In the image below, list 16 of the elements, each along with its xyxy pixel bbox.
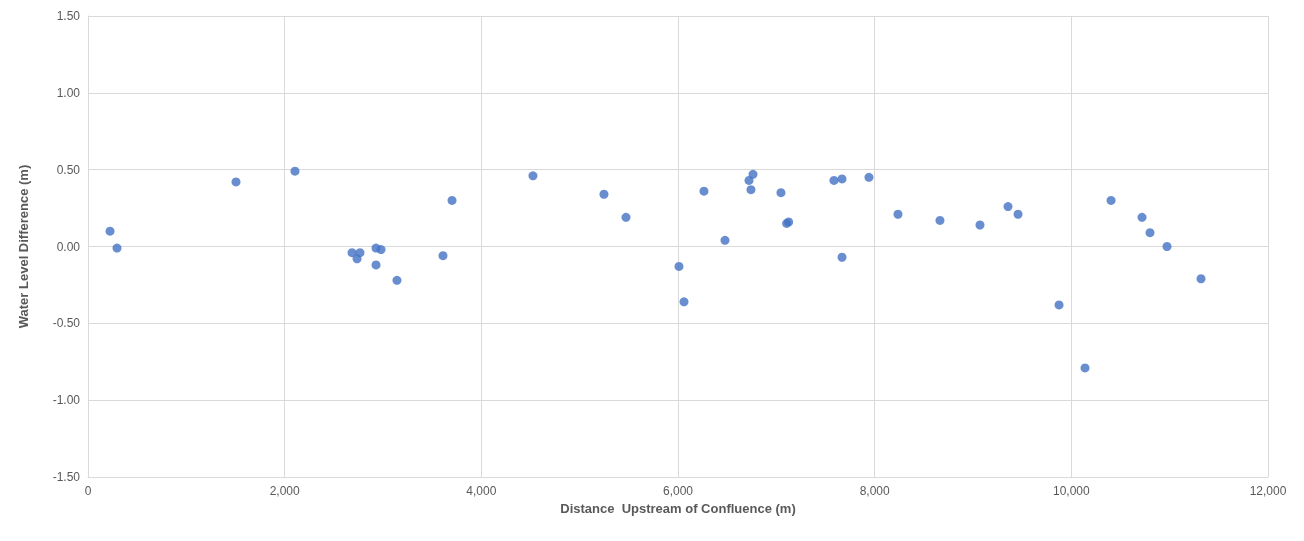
x-tick-label: 0 bbox=[84, 484, 92, 498]
y-tick-label: 0.00 bbox=[56, 239, 81, 254]
y-tick-label: 1.00 bbox=[56, 85, 81, 100]
x-tick-label: 12,000 bbox=[1249, 484, 1287, 498]
x-tick-label: 6,000 bbox=[662, 484, 694, 498]
x-tick-label: 8,000 bbox=[859, 484, 891, 498]
x-tick-label: 4,000 bbox=[466, 484, 497, 498]
x-tick-label: 10,000 bbox=[1052, 484, 1091, 498]
y-tick-label: 1.50 bbox=[56, 9, 81, 23]
y-axis-title: Water Level Difference (m) bbox=[16, 164, 31, 329]
y-tick-label: -1.00 bbox=[52, 393, 81, 408]
y-tick-label: -0.50 bbox=[52, 316, 81, 331]
x-axis-title: Distance Upstream of Confluence (m) bbox=[560, 500, 796, 516]
y-tick-label: -1.50 bbox=[52, 470, 81, 484]
y-tick-label: 0.50 bbox=[56, 162, 81, 177]
x-tick-label: 2,000 bbox=[269, 484, 301, 498]
